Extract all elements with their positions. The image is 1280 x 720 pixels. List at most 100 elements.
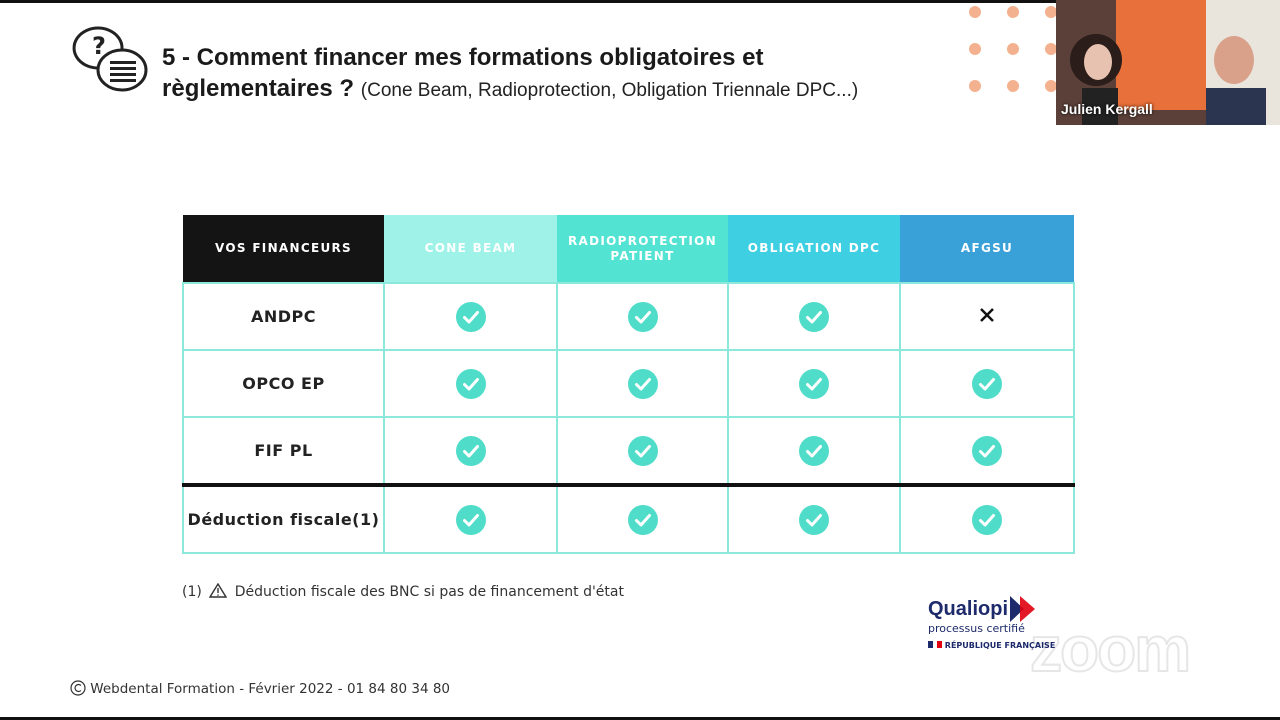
check-mark	[806, 377, 822, 390]
check-circle	[455, 435, 486, 466]
chat-icon: ?	[72, 26, 148, 92]
check-icon	[455, 368, 486, 399]
bottom-border	[0, 717, 1280, 720]
check-icon	[627, 301, 658, 332]
column-header: RADIOPROTECTION PATIENT	[557, 215, 728, 283]
check-mark	[806, 513, 822, 526]
video-frame	[1056, 0, 1280, 125]
flag	[928, 641, 942, 648]
check-cell	[727, 416, 901, 486]
check-icon	[455, 435, 486, 466]
check-icon	[972, 435, 1002, 466]
check-icon	[799, 504, 829, 535]
check-cell	[899, 483, 1075, 554]
check-circle	[799, 435, 829, 466]
check-icon	[627, 504, 658, 535]
check-circle	[627, 301, 658, 332]
title: 5 - Comment financer mes formations obli…	[162, 44, 764, 102]
check-mark	[462, 513, 479, 526]
check-icon	[627, 435, 658, 466]
check-cell	[383, 483, 558, 554]
slide-title: 5 - Comment financer mes formations obli…	[162, 42, 902, 106]
check-icon	[972, 368, 1002, 399]
check-mark	[806, 310, 822, 323]
check-mark	[979, 513, 995, 526]
check-circle	[972, 504, 1002, 535]
column-header: CONE BEAM	[384, 215, 557, 283]
check-mark	[806, 444, 822, 457]
column-header: VOS FINANCEURS	[183, 215, 384, 283]
qualiopi-badge: Qualiopi processus certifié RÉPUBLIQUE F…	[928, 594, 1055, 650]
warning-icon	[209, 582, 228, 598]
row-label: FIF PL	[182, 416, 385, 486]
check-icon	[627, 368, 658, 399]
footer: Webdental Formation - Février 2022 - 01 …	[70, 680, 450, 697]
top-border	[0, 0, 1280, 3]
check-cell	[383, 416, 558, 486]
zoom-watermark: zoom	[1029, 612, 1192, 686]
svg-text:?: ?	[92, 32, 106, 60]
check-mark	[634, 444, 651, 457]
badge-brand-row: Qualiopi	[928, 594, 1055, 624]
check-circle	[799, 368, 829, 399]
column-header: AFGSU	[900, 215, 1074, 283]
check-mark	[462, 377, 479, 390]
check-cell	[556, 349, 729, 418]
row: FIF PL	[182, 416, 1075, 486]
participant-name: Julien Kergall	[1061, 101, 1153, 117]
check-icon	[799, 301, 829, 332]
check-icon	[799, 368, 829, 399]
check-circle	[627, 504, 658, 535]
check-circle	[972, 368, 1002, 399]
check-mark	[462, 444, 479, 457]
subtitle: (Cone Beam, Radioprotection, Obligation …	[360, 80, 859, 101]
check-circle	[455, 368, 486, 399]
footnote-text: Déduction fiscale des BNC si pas de fina…	[234, 584, 624, 600]
check-mark	[634, 513, 651, 526]
check-circle	[455, 301, 486, 332]
check-icon	[972, 504, 1002, 535]
check-circle	[627, 435, 658, 466]
check-circle	[799, 504, 829, 535]
row: ANDPC	[182, 282, 1075, 351]
check-circle	[627, 368, 658, 399]
check-mark	[979, 444, 995, 457]
check-cell	[556, 483, 729, 554]
check-mark	[462, 310, 479, 323]
check-cell	[727, 483, 901, 554]
row-label: ANDPC	[182, 282, 385, 351]
row-label: OPCO EP	[182, 349, 385, 418]
check-icon	[799, 435, 829, 466]
check-mark	[634, 310, 651, 323]
footer-text: Webdental Formation - Février 2022 - 01 …	[90, 681, 450, 697]
check-cell	[556, 416, 729, 486]
row-label: Déduction fiscale(1)	[182, 483, 385, 554]
badge-issuer: RÉPUBLIQUE FRANÇAISE	[928, 641, 1055, 650]
check-mark	[979, 377, 995, 390]
funding-table: VOS FINANCEURS CONE BEAM RADIOPROTECTION…	[182, 215, 1075, 554]
badge-tagline: processus certifié	[928, 622, 1025, 635]
badge-issuer-text: RÉPUBLIQUE FRANÇAISE	[944, 641, 1056, 650]
badge-logo	[1010, 596, 1035, 622]
check-cell	[899, 349, 1075, 418]
video-thumbnail: Julien Kergall	[1056, 0, 1280, 125]
row: Déduction fiscale(1)	[182, 483, 1075, 554]
check-circle	[799, 301, 829, 332]
check-circle	[455, 504, 486, 535]
check-cell	[556, 282, 729, 351]
check-cell	[383, 282, 558, 351]
check-cell	[727, 282, 901, 351]
column-header: OBLIGATION DPC	[728, 215, 900, 283]
cross-cell	[899, 282, 1075, 351]
check-circle	[972, 435, 1002, 466]
row: OPCO EP	[182, 349, 1075, 418]
check-mark	[634, 377, 651, 390]
copyright-icon	[70, 680, 86, 696]
header-row: VOS FINANCEURS CONE BEAM RADIOPROTECTION…	[183, 215, 1074, 283]
footnote: (1) Déduction fiscale des BNC si pas de …	[182, 582, 624, 600]
check-icon	[455, 504, 486, 535]
check-cell	[727, 349, 901, 418]
cross-icon	[980, 307, 994, 322]
